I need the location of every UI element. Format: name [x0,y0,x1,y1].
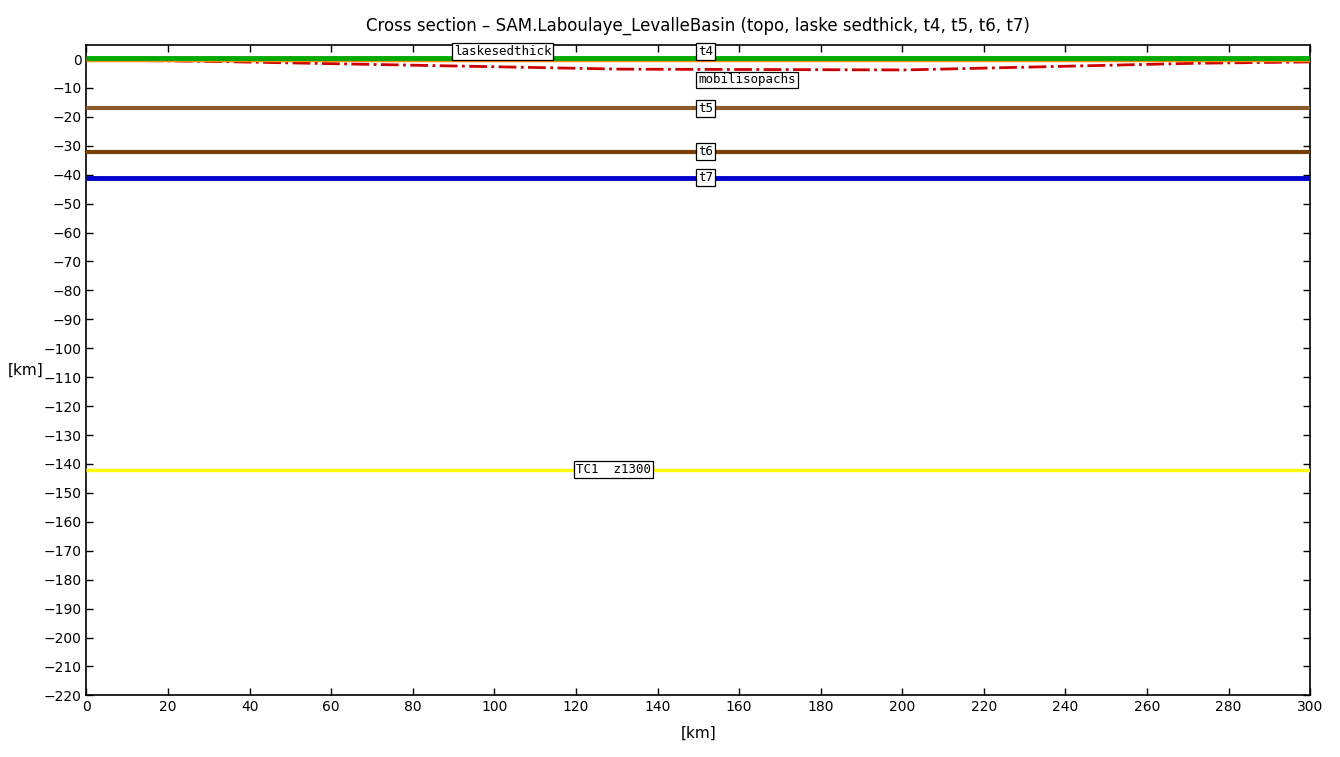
Text: t6: t6 [698,145,713,158]
Y-axis label: [km]: [km] [8,363,43,378]
Text: t7: t7 [698,171,713,184]
Text: t4: t4 [698,45,713,58]
Text: t5: t5 [698,101,713,115]
Text: laskesedthick: laskesedthick [453,45,551,58]
Text: mobilisopachs: mobilisopachs [698,73,796,86]
Title: Cross section – SAM.Laboulaye_LevalleBasin (topo, laske sedthick, t4, t5, t6, t7: Cross section – SAM.Laboulaye_LevalleBas… [366,17,1030,35]
X-axis label: [km]: [km] [681,725,716,740]
Text: TC1  z1300: TC1 z1300 [576,463,651,476]
